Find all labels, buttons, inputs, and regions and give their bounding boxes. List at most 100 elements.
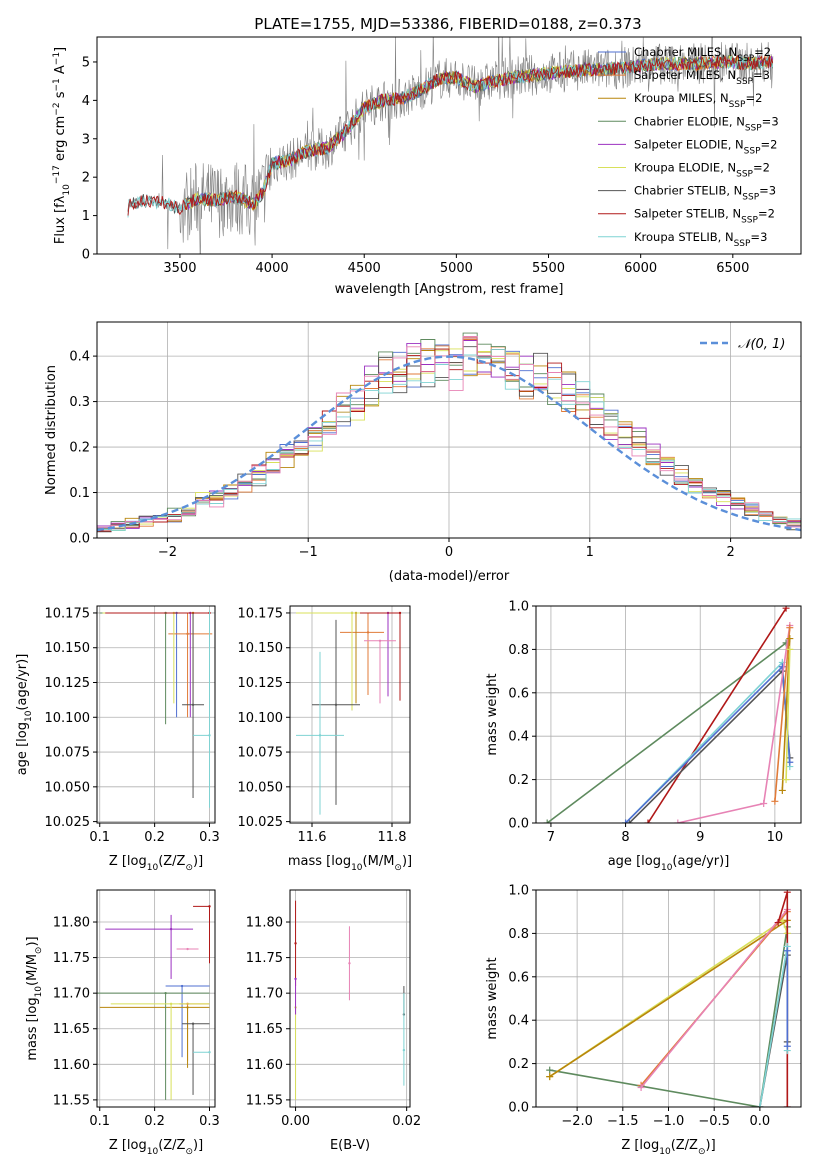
legend-entry: Kroupa STELIB, NSSP=3 — [634, 230, 767, 249]
age_vs_Z-ytick-label: 10.125 — [45, 676, 91, 691]
massweight_vs_Z-ytick-label: 0.8 — [508, 927, 529, 942]
mass-weight-marker — [782, 606, 790, 612]
massweight_vs_Z-ytick-label: 1.0 — [508, 884, 529, 899]
spectrum-xtick-label: 5000 — [440, 261, 473, 276]
data-point — [350, 611, 354, 615]
age_vs_mass-xtick-label: 11.8 — [378, 830, 407, 845]
mass-weight-vs-metallicity-panel: −2.0 −1.5 −1.0 −0.5 0.0 0.0 0.2 0.4 0.6 0.8 1.0 Z [… — [485, 884, 802, 1157]
age_vs_Z-ytick-label: 10.150 — [45, 641, 91, 656]
spectrum-xtick-label: 4000 — [256, 261, 289, 276]
data-point — [348, 962, 351, 965]
mass_vs_EBV-ytick-label: 11.65 — [246, 1022, 283, 1037]
data-point — [318, 734, 322, 737]
massweight_vs_Z-ytick-label: 0.6 — [508, 970, 529, 985]
mass_vs_EBV-axes-frame — [289, 889, 411, 1108]
legend-entry: 𝒩(0, 1) — [738, 337, 785, 352]
mass_vs_Z-x-axis-label: Z [log10(Z/Z⊙)] — [109, 1138, 203, 1157]
age_vs_Z-ytick-label: 10.025 — [45, 815, 91, 830]
data-point — [208, 734, 211, 737]
age_vs_mass-xtick-label: 11.6 — [298, 830, 327, 845]
mass-weight-marker — [625, 819, 633, 823]
mass_vs_EBV-ytick-label: 11.55 — [246, 1093, 283, 1108]
mass-weight-marker — [756, 1103, 764, 1107]
massweight_vs_age-xtick-label: 8 — [621, 830, 629, 845]
spectrum-ytick-label: 1 — [82, 209, 90, 224]
mass-weight-marker — [644, 819, 652, 823]
spectrum-y-axis-label: Flux [fλ10−17 erg cm−2 s−1 A−1] — [52, 47, 72, 244]
mass_vs_Z-ytick-label: 11.55 — [53, 1093, 90, 1108]
residuals-ytick-label: 0.1 — [69, 486, 90, 501]
massweight_vs_age-ytick-label: 0.0 — [508, 817, 529, 832]
mass_vs_EBV-plot-area — [294, 900, 406, 1100]
mass-weight-marker — [786, 645, 794, 653]
spectrum-x-axis-label: wavelength [Angstrom, rest frame] — [335, 282, 564, 297]
legend-entry: Chabrier STELIB, NSSP=3 — [634, 184, 776, 203]
data-point — [180, 984, 184, 988]
spectrum-ytick-label: 3 — [82, 132, 90, 147]
residual-histogram-panel: −2 −1 0 1 2 0.0 0.1 0.2 0.3 0.4 𝒩(0, 1) Normed dist… — [44, 321, 802, 584]
age_vs_mass-x-axis-label: mass [log10(M/M⊙)] — [288, 854, 412, 873]
age_vs_Z-xtick-label: 0.1 — [89, 830, 110, 845]
mass_vs_EBV-ytick-label: 11.75 — [246, 951, 283, 966]
massweight_vs_Z-ytick-label: 0.0 — [508, 1101, 529, 1116]
massweight_vs_age-ytick-label: 0.2 — [508, 773, 529, 788]
mass-weight-marker — [778, 663, 786, 671]
residual-histogram-step — [97, 336, 801, 538]
spectrum-xtick-label: 5500 — [532, 261, 565, 276]
mass_vs_Z-plot-area — [97, 905, 211, 1100]
mass_vs_Z-xtick-label: 0.3 — [199, 1114, 220, 1129]
massweight_vs_age-xtick-label: 7 — [547, 830, 555, 845]
data-point — [402, 1048, 406, 1052]
data-point — [378, 639, 382, 642]
mass_vs_EBV-ytick-label: 11.60 — [246, 1058, 283, 1073]
data-point — [208, 1051, 211, 1054]
massweight_vs_Z-x-axis-label: Z [log10(Z/Z⊙)] — [621, 1138, 715, 1157]
mass-weight-line — [549, 919, 788, 1078]
mass-weight-marker — [786, 624, 794, 632]
data-point — [191, 703, 195, 706]
massweight_vs_Z-xtick-label: 0.0 — [750, 1114, 771, 1129]
spectrum-xtick-label: 6000 — [624, 261, 657, 276]
massweight_vs_age-plot-area — [543, 606, 794, 823]
residuals-xtick-label: 1 — [586, 545, 594, 560]
massweight_vs_age-xtick-label: 9 — [696, 830, 704, 845]
massweight_vs_age-ytick-label: 0.4 — [508, 730, 529, 745]
mass_vs_EBV-x-axis-label: E(B-V) — [330, 1138, 370, 1153]
mass_vs_EBV-ytick-label: 11.70 — [246, 987, 283, 1002]
massweight_vs_Z-y-axis-label: mass weight — [485, 957, 500, 1039]
residuals-xtick-label: −2 — [158, 545, 177, 560]
residuals-xtick-label: −1 — [299, 545, 318, 560]
mass-weight-marker — [783, 1103, 791, 1107]
mass-weight-marker — [771, 797, 779, 805]
data-point — [398, 611, 402, 615]
spectrum-xtick-label: 3500 — [163, 261, 196, 276]
mass-weight-line — [647, 607, 787, 823]
mass-weight-marker — [782, 776, 790, 784]
massweight_vs_Z-xtick-label: −0.5 — [698, 1114, 730, 1129]
mass-weight-marker — [783, 947, 791, 955]
legend-entry: Kroupa ELODIE, NSSP=2 — [634, 161, 770, 180]
spectrum-xtick-label: 4500 — [348, 261, 381, 276]
massweight_vs_Z-ytick-label: 0.4 — [508, 1014, 529, 1029]
spectrum-ytick-label: 2 — [82, 171, 90, 186]
age_vs_mass-ytick-label: 10.100 — [238, 711, 284, 726]
age_vs_mass-plot-area — [296, 611, 402, 815]
mass_vs_Z-y-axis-label: mass [log10(M/M⊙)] — [25, 936, 44, 1060]
data-point — [191, 1022, 195, 1025]
data-point — [366, 631, 370, 634]
mass-weight-marker — [786, 635, 794, 643]
residuals-ytick-label: 0.4 — [69, 350, 90, 365]
massweight_vs_Z-axes-frame — [535, 889, 802, 1108]
mass-weight-marker — [778, 786, 786, 794]
mass-weight-line — [546, 642, 787, 823]
data-point — [186, 947, 189, 951]
massweight_vs_age-x-axis-label: age [log10(age/yr)] — [608, 854, 730, 873]
spectrum-ytick-label: 4 — [82, 94, 90, 109]
residuals-ytick-label: 0.3 — [69, 395, 90, 410]
mass-weight-marker — [786, 758, 794, 766]
mass_vs_Z-ytick-label: 11.70 — [53, 987, 90, 1002]
figure-title: PLATE=1755, MJD=53386, FIBERID=0188, z=0… — [254, 15, 641, 33]
legend-entry: Chabrier ELODIE, NSSP=3 — [634, 114, 779, 133]
data-point — [169, 1002, 173, 1006]
age_vs_Z-ytick-label: 10.175 — [45, 606, 91, 621]
